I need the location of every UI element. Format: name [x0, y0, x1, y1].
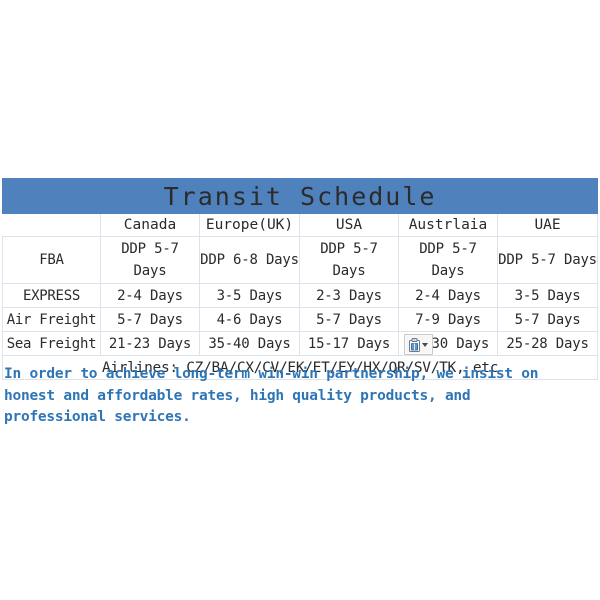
row-label-express: EXPRESS [2, 283, 101, 308]
cell-express-uae: 3-5 Days [496, 283, 599, 308]
cell-air-australia: 7-9 Days [398, 307, 498, 332]
cell-air-europe: 4-6 Days [199, 307, 300, 332]
row-label-sea-freight: Sea Freight [2, 331, 101, 356]
cell-express-europe: 3-5 Days [199, 283, 300, 308]
table-header-row: Canada Europe(UK) USA Austrlaia UAE [2, 213, 599, 237]
table-row: Air Freight 5-7 Days 4-6 Days 5-7 Days 7… [2, 307, 599, 332]
table-title-row: Transit Schedule [1, 178, 599, 214]
table-row: FBA DDP 5-7 Days DDP 6-8 Days DDP 5-7 Da… [2, 236, 599, 284]
row-label-air-freight: Air Freight [2, 307, 101, 332]
cell-fba-europe: DDP 6-8 Days [199, 236, 300, 284]
transit-schedule-table: Transit Schedule Canada Europe(UK) USA A… [1, 178, 599, 380]
cell-air-usa: 5-7 Days [299, 307, 399, 332]
closing-paragraph: In order to achieve long-term win-win pa… [4, 364, 579, 429]
cell-express-australia: 2-4 Days [398, 283, 498, 308]
column-header-usa: USA [299, 213, 399, 237]
paragraph-line-2: honest and affordable rates, high qualit… [4, 387, 471, 404]
cell-express-canada: 2-4 Days [100, 283, 200, 308]
cell-fba-australia: DDP 5-7 Days [398, 236, 498, 284]
cell-fba-uae: DDP 5-7 Days [496, 236, 599, 284]
airlines-note: Airlines: CZ/BA/CX/CV/EK/ET/EY/HX/QR/SV/… [1, 355, 599, 380]
column-header-australia: Austrlaia [398, 213, 498, 237]
cell-fba-usa: DDP 5-7 Days [299, 236, 399, 284]
cell-express-usa: 2-3 Days [299, 283, 399, 308]
cell-sea-uae: 25-28 Days [496, 331, 599, 356]
transit-schedule-table-wrapper: Transit Schedule Canada Europe(UK) USA A… [1, 178, 599, 380]
paragraph-line-1: In order to achieve long-term win-win pa… [4, 366, 539, 382]
column-header-canada: Canada [100, 213, 200, 237]
cell-air-uae: 5-7 Days [496, 307, 599, 332]
cell-sea-europe: 35-40 Days [199, 331, 300, 356]
row-label-fba: FBA [2, 236, 101, 284]
cell-sea-canada: 21-23 Days [100, 331, 200, 356]
cell-air-canada: 5-7 Days [100, 307, 200, 332]
table-row: Sea Freight 21-23 Days 35-40 Days 15-17 … [2, 331, 599, 356]
clipboard-icon [409, 337, 420, 352]
column-header-europe-uk: Europe(UK) [199, 213, 300, 237]
chevron-down-icon [422, 342, 428, 347]
cell-sea-usa: 15-17 Days [299, 331, 399, 356]
column-header-uae: UAE [496, 213, 599, 237]
paste-options-button[interactable] [404, 334, 433, 355]
table-title: Transit Schedule [1, 178, 599, 214]
table-row: Airlines: CZ/BA/CX/CV/EK/ET/EY/HX/QR/SV/… [1, 355, 599, 380]
cell-fba-canada: DDP 5-7 Days [100, 236, 200, 284]
table-row: EXPRESS 2-4 Days 3-5 Days 2-3 Days 2-4 D… [2, 283, 599, 308]
paragraph-line-3: professional services. [4, 409, 191, 425]
header-corner-cell [2, 213, 101, 237]
